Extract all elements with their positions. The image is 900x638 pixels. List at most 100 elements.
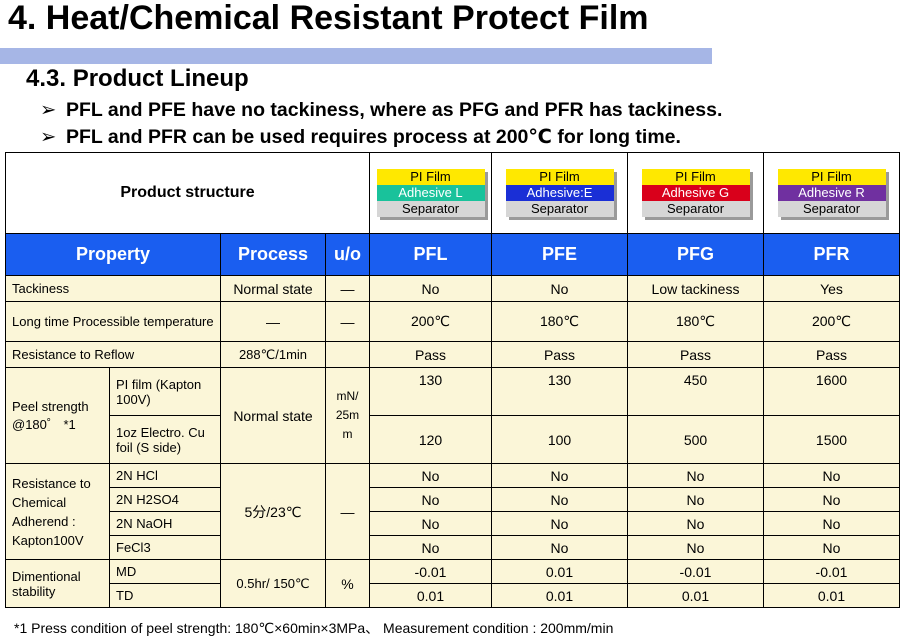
value-cell: 0.01 bbox=[627, 583, 764, 608]
table-row: 2N NaOH No No No No bbox=[6, 511, 900, 536]
table-row: Tackiness Normal state ― No No Low tacki… bbox=[5, 275, 900, 302]
value-cell: No bbox=[369, 535, 492, 560]
arrow-bullet-icon: ➢ bbox=[40, 126, 57, 148]
unit-cell bbox=[325, 341, 370, 368]
film-stack-pfr: PI Film Adhesive R Separator bbox=[777, 169, 886, 217]
pi-film-layer: PI Film bbox=[777, 169, 886, 185]
value-cell: No bbox=[369, 463, 492, 488]
value-cell: No bbox=[491, 463, 628, 488]
structure-cell: PI Film Adhesive:E Separator bbox=[491, 152, 628, 234]
value-cell: No bbox=[369, 487, 492, 512]
arrow-bullet-icon: ➢ bbox=[40, 99, 57, 121]
adhesive-layer: Adhesive G bbox=[641, 185, 750, 201]
unit-cell: % bbox=[325, 559, 370, 608]
header-row: Property Process u/o PFL PFE PFG PFR bbox=[5, 233, 900, 276]
table-row: Peel strength @180゜ *1 PI film (Kapton 1… bbox=[5, 367, 900, 464]
film-stack-pfg: PI Film Adhesive G Separator bbox=[641, 169, 750, 217]
value-cell: 1500 bbox=[763, 415, 900, 464]
table-row: Dimentional stability MD 0.5hr/ 150℃ % -… bbox=[5, 559, 900, 608]
row-label: Long time Processible temperature bbox=[5, 301, 221, 342]
table-row: Long time Processible temperature ― ― 20… bbox=[5, 301, 900, 342]
value-cell: No bbox=[763, 535, 900, 560]
row-label: Peel strength @180゜ *1 bbox=[5, 367, 110, 464]
value-cell: Yes bbox=[763, 275, 900, 302]
header-product: PFR bbox=[763, 233, 900, 276]
separator-layer: Separator bbox=[376, 201, 485, 217]
page-title: 4. Heat/Chemical Resistant Protect Film bbox=[8, 0, 649, 37]
value-cell: 0.01 bbox=[491, 583, 628, 608]
process-cell: 288℃/1min bbox=[220, 341, 326, 368]
header-product: PFG bbox=[627, 233, 764, 276]
value-cell: No bbox=[369, 275, 492, 302]
structure-row: Product structure PI Film Adhesive L Sep… bbox=[5, 152, 900, 234]
value-cell: Pass bbox=[491, 341, 628, 368]
header-property: Property bbox=[5, 233, 221, 276]
bullet-text: PFL and PFE have no tackiness, where as … bbox=[66, 99, 723, 121]
table-row: 2N H2SO4 No No No No bbox=[6, 487, 900, 512]
process-cell: Normal state bbox=[220, 275, 326, 302]
row-label: Dimentional stability bbox=[5, 559, 110, 608]
table-row: Resistance to Reflow 288℃/1min Pass Pass… bbox=[5, 341, 900, 368]
row-label: Tackiness bbox=[5, 275, 221, 302]
value-cell: 0.01 bbox=[763, 583, 900, 608]
value-cell: 200℃ bbox=[369, 301, 492, 342]
bullet-item: ➢ PFL and PFR can be used requires proces… bbox=[40, 125, 681, 149]
pi-film-layer: PI Film bbox=[641, 169, 750, 185]
sub-label: 2N H2SO4 bbox=[109, 487, 221, 512]
value-cell: No bbox=[627, 535, 764, 560]
row-label: Resistance to Reflow bbox=[5, 341, 221, 368]
value-cell: -0.01 bbox=[763, 559, 900, 584]
pi-film-layer: PI Film bbox=[376, 169, 485, 185]
value-cell: 200℃ bbox=[763, 301, 900, 342]
separator-layer: Separator bbox=[641, 201, 750, 217]
unit-cell: ― bbox=[325, 463, 370, 560]
structure-cell: PI Film Adhesive G Separator bbox=[627, 152, 764, 234]
value-cell: 130 bbox=[369, 367, 492, 416]
value-cell: 500 bbox=[627, 415, 764, 464]
film-stack-pfl: PI Film Adhesive L Separator bbox=[376, 169, 485, 217]
value-cell: 180℃ bbox=[627, 301, 764, 342]
value-cell: 450 bbox=[627, 367, 764, 416]
structure-cell: PI Film Adhesive R Separator bbox=[763, 152, 900, 234]
adhesive-layer: Adhesive:E bbox=[505, 185, 614, 201]
value-cell: Pass bbox=[763, 341, 900, 368]
value-cell: No bbox=[627, 487, 764, 512]
value-cell: 0.01 bbox=[369, 583, 492, 608]
value-cell: No bbox=[763, 511, 900, 536]
value-cell: -0.01 bbox=[627, 559, 764, 584]
product-structure-label: Product structure bbox=[5, 152, 370, 234]
table-row: 1oz Electro. Cu foil (S side) 120 100 50… bbox=[6, 415, 900, 464]
value-cell: 100 bbox=[491, 415, 628, 464]
value-cell: 1600 bbox=[763, 367, 900, 416]
header-product: PFE bbox=[491, 233, 628, 276]
value-cell: No bbox=[491, 535, 628, 560]
header-unit: u/o bbox=[325, 233, 370, 276]
process-cell: 0.5hr/ 150℃ bbox=[220, 559, 326, 608]
process-cell: 5分/23℃ bbox=[220, 463, 326, 560]
sub-label: MD bbox=[109, 559, 221, 584]
header-process: Process bbox=[220, 233, 326, 276]
value-cell: No bbox=[763, 463, 900, 488]
value-cell: 130 bbox=[491, 367, 628, 416]
process-cell: Normal state bbox=[220, 367, 326, 464]
table-row: FeCl3 No No No No bbox=[6, 535, 900, 560]
sub-label: 2N HCl bbox=[109, 463, 221, 488]
separator-layer: Separator bbox=[505, 201, 614, 217]
adhesive-layer: Adhesive R bbox=[777, 185, 886, 201]
value-cell: No bbox=[763, 487, 900, 512]
value-cell: Pass bbox=[627, 341, 764, 368]
separator-layer: Separator bbox=[777, 201, 886, 217]
structure-cell: PI Film Adhesive L Separator bbox=[369, 152, 492, 234]
bullet-item: ➢ PFL and PFE have no tackiness, where as… bbox=[40, 98, 722, 122]
sub-label: 1oz Electro. Cu foil (S side) bbox=[109, 415, 221, 464]
value-cell: 120 bbox=[369, 415, 492, 464]
table-row: TD 0.01 0.01 0.01 0.01 bbox=[6, 583, 900, 608]
table-row: Resistance to Chemical Adherend : Kapton… bbox=[5, 463, 900, 560]
section-subtitle: 4.3. Product Lineup bbox=[26, 65, 249, 92]
product-lineup-table: Product structure PI Film Adhesive L Sep… bbox=[5, 152, 900, 608]
value-cell: 0.01 bbox=[491, 559, 628, 584]
value-cell: 180℃ bbox=[491, 301, 628, 342]
sub-label: TD bbox=[109, 583, 221, 608]
value-cell: No bbox=[369, 511, 492, 536]
sub-label: FeCl3 bbox=[109, 535, 221, 560]
